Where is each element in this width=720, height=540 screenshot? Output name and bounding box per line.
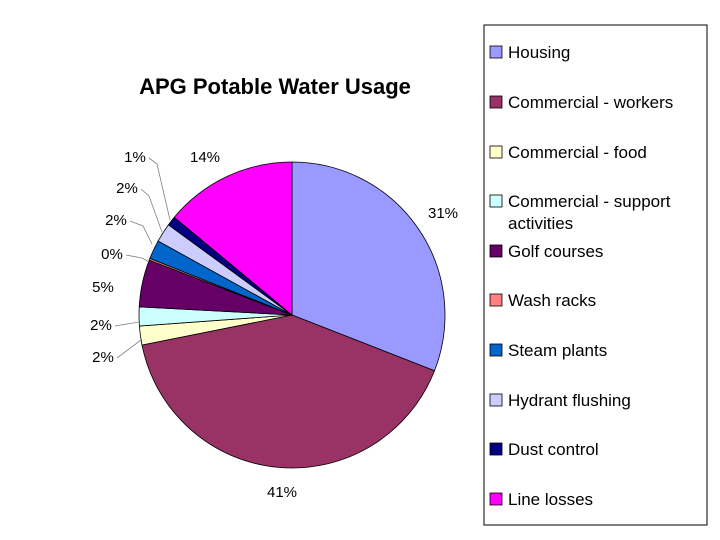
percent-label-3: 2%	[90, 317, 112, 334]
percent-label-9: 14%	[190, 149, 220, 166]
legend-swatch-0	[489, 45, 503, 59]
legend-swatch-4	[489, 244, 503, 258]
percent-label-0: 31%	[428, 205, 458, 222]
pie-slice-1	[141, 314, 435, 469]
legend-label-3: activities	[508, 214, 573, 233]
pie-slice-9	[173, 161, 293, 316]
legend-label-0: Housing	[508, 43, 570, 62]
legend-swatch-2	[489, 145, 503, 159]
legend-label-6: Steam plants	[508, 341, 607, 360]
percent-label-4: 5%	[92, 279, 114, 296]
legend-label-5: Wash racks	[508, 291, 596, 310]
percent-label-2: 2%	[92, 349, 114, 366]
leader-lines	[114, 157, 171, 359]
legend-label-9: Line losses	[508, 490, 593, 509]
percent-label-1: 41%	[267, 484, 297, 501]
legend-swatch-5	[489, 293, 503, 307]
percent-label-5: 0%	[101, 246, 123, 263]
percent-label-8: 1%	[124, 149, 146, 166]
legend-label-8: Dust control	[508, 440, 599, 459]
legend-swatch-6	[489, 343, 503, 357]
chart-title: APG Potable Water Usage	[139, 74, 411, 99]
percent-labels: 31% 41% 2% 2% 5% 0% 2% 2% 1% 14%	[90, 149, 458, 501]
legend: Housing Commercial - workers Commercial - …	[483, 24, 708, 526]
leader-line-6	[129, 220, 153, 245]
legend-swatch-7	[489, 393, 503, 407]
leader-line-2	[116, 339, 142, 359]
percent-label-6: 2%	[105, 212, 127, 229]
legend-label-3: Commercial - support	[508, 192, 671, 211]
legend-swatch-3	[489, 194, 503, 208]
legend-label-1: Commercial - workers	[508, 93, 673, 112]
legend-swatch-8	[489, 442, 503, 456]
percent-label-7: 2%	[116, 180, 138, 197]
leader-line-7	[140, 188, 163, 233]
legend-label-7: Hydrant flushing	[508, 391, 631, 410]
pie-slices	[138, 161, 446, 469]
pie-slice-0	[291, 161, 446, 372]
legend-swatch-1	[489, 95, 503, 109]
legend-swatch-9	[489, 492, 503, 506]
legend-box	[483, 24, 708, 526]
legend-label-4: Golf courses	[508, 242, 603, 261]
leader-line-5	[125, 254, 150, 263]
leader-line-8	[148, 157, 171, 221]
legend-label-2: Commercial - food	[508, 143, 647, 162]
leader-line-3	[114, 321, 140, 327]
